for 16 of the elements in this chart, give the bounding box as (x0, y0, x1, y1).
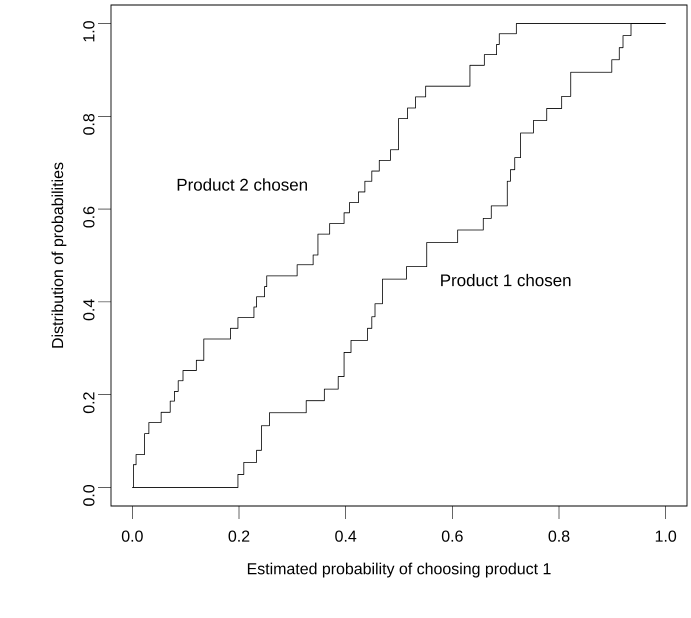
x-tick-label: 0.6 (442, 530, 463, 542)
y-tick-label: 0.8 (83, 114, 94, 135)
y-tick-label: 0.0 (83, 484, 94, 506)
x-tick-label: 0.0 (122, 530, 143, 542)
x-axis-title: Estimated probability of choosing product 1 (248, 562, 551, 578)
x-tick-label: 1.0 (656, 530, 676, 542)
x-tick-label: 0.2 (228, 530, 250, 542)
y-tick-label: 0.6 (83, 206, 94, 228)
text: Product 2 chosen (178, 178, 307, 191)
y-axis-title: Distribution of probabilities (52, 162, 66, 348)
y-tick-label: 1.0 (83, 21, 94, 42)
y-tick-label: 0.2 (83, 392, 94, 414)
x-tick-label: 0.4 (335, 530, 356, 542)
x-tick-label: 0.8 (548, 530, 570, 542)
series-label: Product 1 chosen (441, 274, 570, 286)
y-tick-label: 0.4 (83, 299, 94, 320)
